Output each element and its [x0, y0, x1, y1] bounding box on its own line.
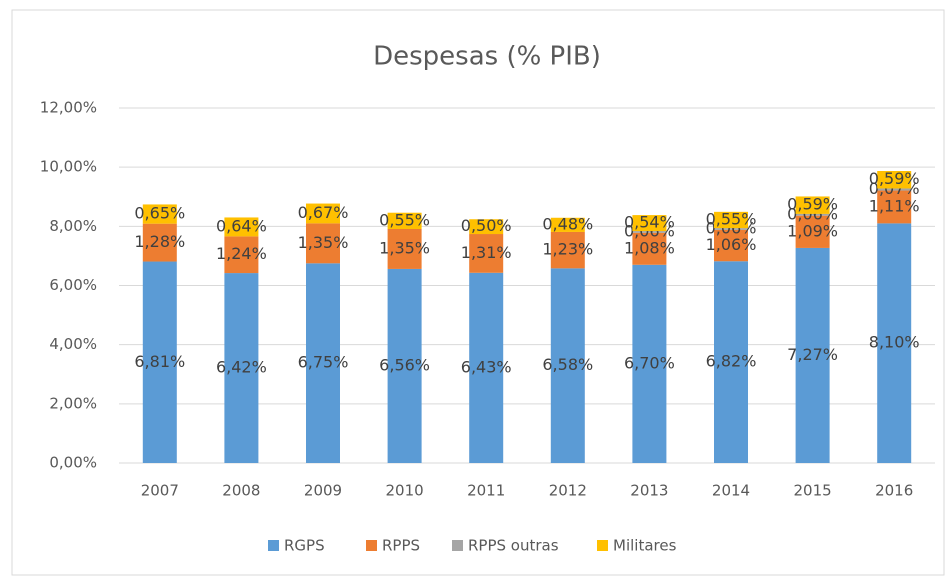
data-label: 0,55%: [379, 210, 430, 229]
data-label: 0,65%: [134, 204, 185, 223]
data-label: 6,42%: [216, 358, 267, 377]
x-tick-label: 2011: [467, 482, 505, 500]
x-tick-label: 2008: [222, 482, 260, 500]
bar-segment: [714, 261, 748, 463]
bar-segment: [795, 213, 830, 216]
data-label: 6,81%: [134, 352, 185, 371]
bar-segment: [224, 217, 259, 237]
bar-segment: [877, 188, 912, 191]
data-label: 1,31%: [461, 243, 512, 262]
y-tick-label: 12,00%: [40, 99, 97, 117]
data-label: 6,56%: [379, 355, 430, 374]
bar-segment: [142, 223, 177, 262]
data-label: 6,70%: [624, 353, 675, 372]
legend-label: RPPS outras: [468, 537, 559, 555]
bar-segment: [877, 223, 912, 463]
x-tick-label: 2013: [630, 482, 668, 500]
bar-segment: [142, 204, 177, 224]
bar-segment: [632, 215, 667, 232]
data-label: 1,24%: [216, 244, 267, 263]
x-tick-label: 2014: [712, 482, 750, 500]
bar-segment: [714, 229, 748, 262]
bar-segment: [550, 217, 585, 232]
data-label: 1,35%: [379, 238, 430, 257]
x-tick-label: 2010: [386, 482, 424, 500]
bar-segment: [387, 228, 422, 269]
data-label: 1,11%: [869, 196, 920, 215]
data-label: 0,54%: [624, 213, 675, 232]
bar-segment: [550, 231, 585, 269]
data-label: 1,35%: [298, 233, 349, 252]
legend-swatch: [452, 540, 463, 551]
y-tick-label: 0,00%: [49, 454, 97, 472]
legend-swatch: [268, 540, 279, 551]
bar-segment: [632, 232, 667, 265]
data-label: 6,43%: [461, 357, 512, 376]
x-tick-label: 2007: [141, 482, 179, 500]
data-label: 0,59%: [869, 169, 920, 188]
bar-segment: [224, 236, 259, 274]
x-tick-label: 2016: [875, 482, 913, 500]
bar-segment: [306, 223, 340, 264]
bar-segment: [550, 268, 585, 463]
x-tick-label: 2015: [794, 482, 832, 500]
bar-segment: [142, 261, 177, 463]
data-label: 1,28%: [134, 232, 185, 251]
bar-segment: [795, 247, 830, 463]
bar-segment: [469, 272, 504, 463]
legend-swatch: [366, 540, 377, 551]
bar-segment: [795, 215, 830, 248]
data-label: 0,55%: [706, 209, 757, 228]
legend-label: Militares: [613, 537, 677, 555]
y-tick-label: 8,00%: [49, 217, 97, 235]
data-label: 0,64%: [216, 216, 267, 235]
bar-segment: [877, 190, 912, 224]
x-tick-label: 2009: [304, 482, 342, 500]
bar-segment: [877, 171, 912, 189]
data-label: 0,50%: [461, 216, 512, 235]
data-label: 0,48%: [542, 214, 593, 233]
y-tick-label: 6,00%: [49, 276, 97, 294]
bar-segment: [632, 231, 667, 233]
chart-title: Despesas (% PIB): [373, 42, 601, 72]
bar-segment: [795, 196, 830, 214]
data-label: 1,06%: [706, 235, 757, 254]
data-label: 8,10%: [869, 333, 920, 352]
y-tick-label: 10,00%: [40, 158, 97, 176]
data-label: 7,27%: [787, 345, 838, 364]
bar-segment: [632, 264, 667, 463]
legend-swatch: [597, 540, 608, 551]
bar-segment: [714, 211, 748, 229]
x-tick-label: 2012: [549, 482, 587, 500]
legend-label: RPPS: [382, 537, 420, 555]
legend-label: RGPS: [284, 537, 325, 555]
y-tick-label: 4,00%: [49, 335, 97, 353]
bar-segment: [469, 234, 504, 273]
bar-segment: [306, 263, 340, 463]
bar-segment: [714, 228, 748, 230]
data-label: 6,58%: [542, 355, 593, 374]
y-tick-label: 2,00%: [49, 394, 97, 412]
bar-segment: [306, 203, 340, 224]
data-label: 1,23%: [542, 240, 593, 259]
data-label: 1,08%: [624, 238, 675, 257]
data-label: 0,59%: [787, 195, 838, 214]
data-label: 0,67%: [298, 203, 349, 222]
data-label: 6,82%: [706, 352, 757, 371]
data-label: 6,75%: [298, 353, 349, 372]
bar-segment: [469, 219, 504, 235]
data-label: 1,09%: [787, 221, 838, 240]
bar-segment: [387, 212, 422, 229]
bar-segment: [387, 268, 422, 463]
bar-segment: [224, 273, 259, 463]
